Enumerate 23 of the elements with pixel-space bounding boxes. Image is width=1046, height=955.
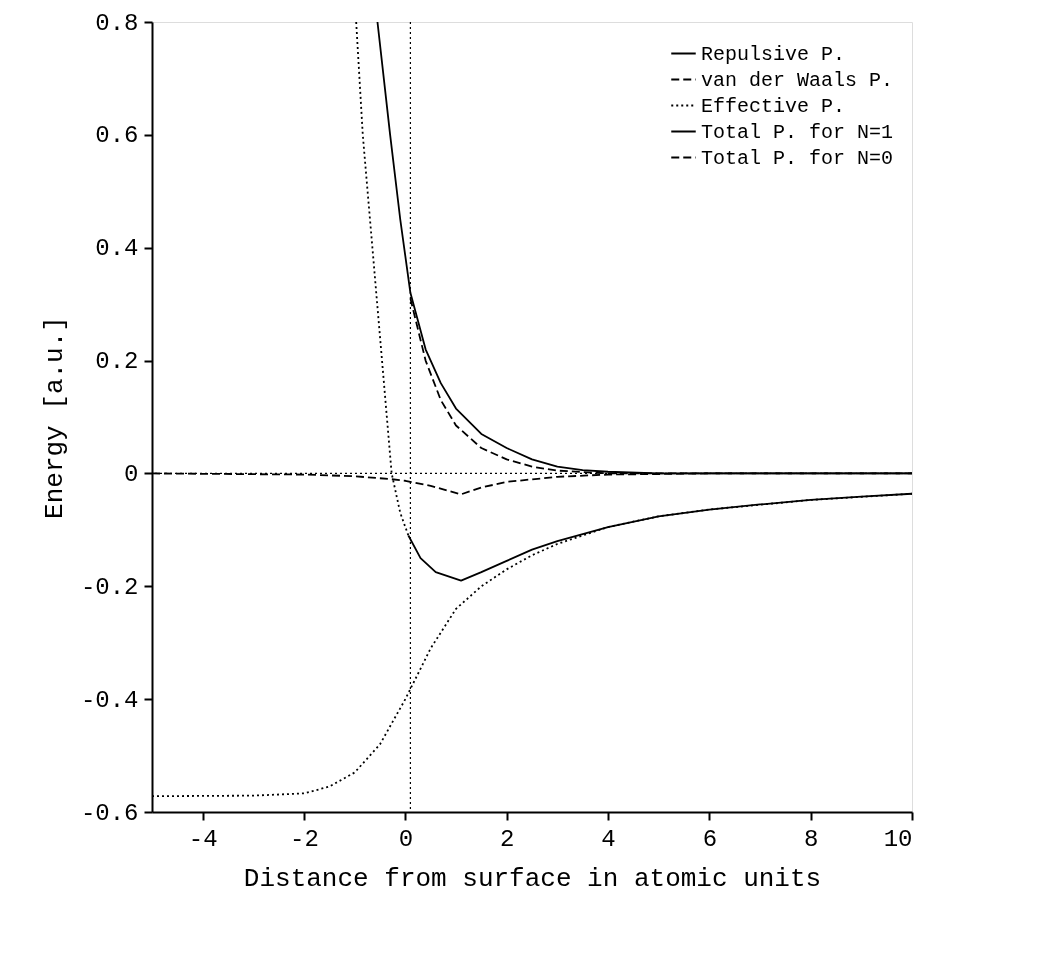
x-axis-title: Distance from surface in atomic units [243,863,822,894]
y-tick-label: 0.2 [95,348,139,376]
y-tick-label: -0.4 [80,686,139,714]
y-tick-label: 0 [124,460,139,488]
y-tick-label: 0.6 [95,122,139,150]
x-tick-label: 0 [398,825,414,853]
x-tick-label: 10 [883,825,913,853]
legend-label: van der Waals P. [701,68,894,92]
x-tick-label: 6 [702,825,718,853]
legend-label: Repulsive P. [701,42,846,66]
legend-label: Total P. for N=0 [701,146,894,170]
x-tick-label: -4 [188,825,218,853]
x-tick-label: 4 [601,825,616,853]
x-tick-label: 2 [499,825,515,853]
x-tick-label: 8 [803,825,819,853]
y-tick-label: -0.6 [80,799,139,827]
x-tick-label: -2 [290,825,319,853]
y-tick-label: 0.8 [95,9,139,37]
y-tick-label: 0.4 [95,235,139,263]
legend-label: Effective P. [701,94,846,118]
y-tick-label: -0.2 [80,573,139,601]
legend-label: Total P. for N=1 [701,120,894,144]
y-axis-title: Energy [a.u.] [39,316,70,519]
